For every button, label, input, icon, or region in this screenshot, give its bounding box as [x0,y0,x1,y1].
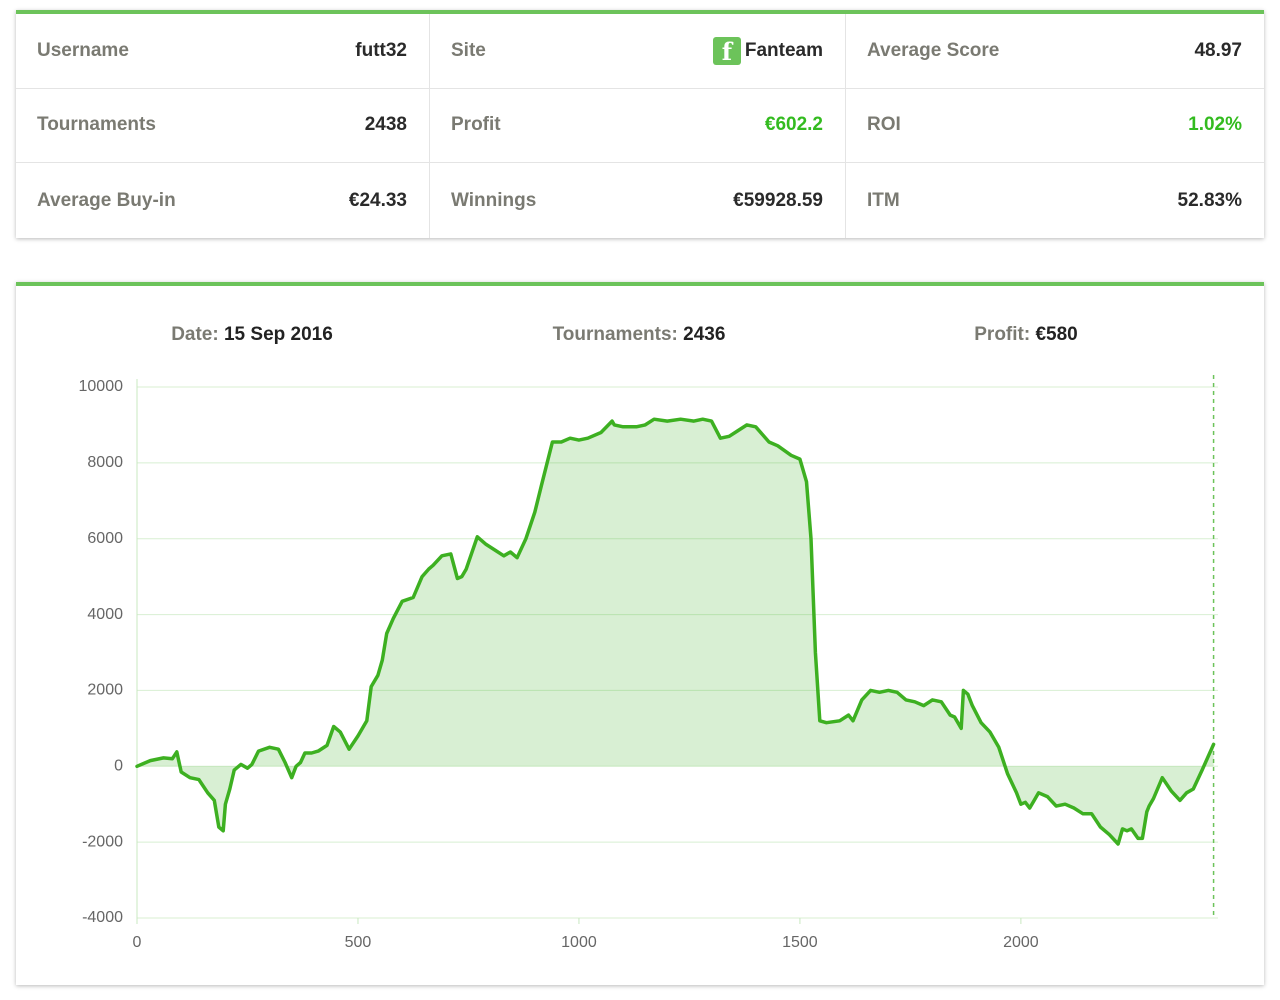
stat-cell: Winnings €59928.59 [430,163,846,238]
stat-value-text: €59928.59 [733,189,823,211]
stat-value: 1.02% [1188,114,1242,136]
stat-cell: Profit €602.2 [430,88,846,164]
header-label: Profit: [974,324,1030,345]
header-value: 2436 [683,324,725,345]
stat-label: ROI [867,114,901,136]
header-item: Date: 15 Sep 2016 [171,324,333,345]
y-tick-label: 10000 [79,378,124,395]
stat-value: €24.33 [349,190,407,212]
stat-value-text: futt32 [355,39,407,61]
stat-label: Average Buy-in [37,189,176,211]
stat-cell: ROI 1.02% [846,89,1264,164]
stats-card: Username futt32 Site f Fanteam Average Score 4… [16,10,1264,238]
stat-label: Site [451,39,486,61]
stat-value-text: 48.97 [1194,39,1242,61]
stat-value: futt32 [355,40,407,62]
stat-value-text: Fanteam [744,39,823,61]
site-icon: f [712,36,741,66]
stat-cell: Username futt32 [16,14,430,89]
stat-label: ITM [867,189,900,211]
stat-value: €602.2 [765,114,823,136]
stat-label: Winnings [451,189,537,211]
stat-value: 52.83% [1178,190,1242,212]
x-tick-label: 1000 [561,934,597,951]
header-value: €580 [1035,324,1077,345]
area-fill [137,419,1214,844]
x-tick-label: 500 [345,934,372,951]
stat-label: Profit [451,114,501,136]
x-tick-label: 0 [133,934,142,951]
y-tick-label: 2000 [87,682,123,699]
profit-line [135,417,1216,846]
stat-value: 48.97 [1194,40,1242,62]
stat-label: Average Score [867,39,1000,61]
stat-cell: Average Score 48.97 [846,14,1264,89]
chart-card: Date: 15 Sep 2016 Tournaments: 2436 Profit… [16,282,1264,985]
y-tick-label: 4000 [87,606,123,623]
y-tick-label: -2000 [82,833,123,850]
x-tick-label: 1500 [782,934,818,951]
header-label: Date: [171,324,219,345]
chart: Date: 15 Sep 2016 Tournaments: 2436 Profit… [79,324,1218,951]
stat-value-text: 2438 [364,114,407,136]
stat-cell: Average Buy-in €24.33 [16,163,430,238]
header-item: Profit: €580 [974,324,1078,345]
stat-cell: Site f Fanteam [430,14,846,89]
y-tick-label: 6000 [87,530,123,547]
header-label: Tournaments: [553,324,678,345]
stat-cell: Tournaments 2438 [16,88,430,164]
y-tick-label: 0 [114,758,123,775]
stat-label: Tournaments [37,114,156,136]
stat-value-text: €602.2 [764,114,823,136]
stat-value-text: 52.83% [1177,189,1242,211]
header-item: Tournaments: 2436 [553,324,726,345]
stat-value-text: 1.02% [1188,114,1242,136]
stat-value: f Fanteam [712,36,823,66]
stat-value: €59928.59 [733,190,823,212]
header-value: 15 Sep 2016 [224,324,333,345]
stat-value-text: €24.33 [348,189,407,211]
stat-cell: ITM 52.83% [846,163,1264,238]
y-tick-label: 8000 [87,454,123,471]
stat-label: Username [37,39,129,61]
stat-value: 2438 [365,114,407,136]
y-tick-label: -4000 [82,909,123,926]
x-tick-label: 2000 [1003,934,1039,951]
